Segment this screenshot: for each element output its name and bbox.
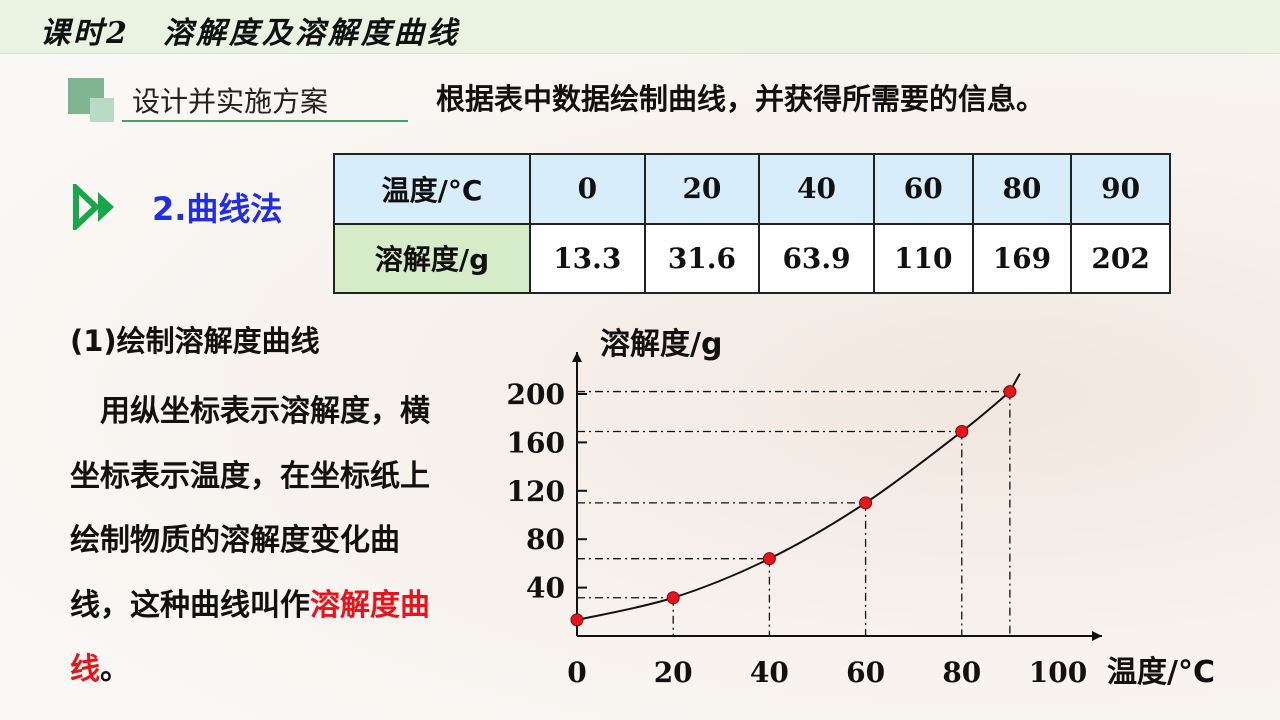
table-cell: 169 <box>971 222 1073 294</box>
section-label: 设计并实施方案 <box>132 85 329 118</box>
table-cell: 90 <box>1070 153 1171 225</box>
data-point <box>955 425 969 439</box>
table-cell: 31.6 <box>643 222 761 294</box>
data-point <box>859 496 873 510</box>
paragraph-end: 。 <box>100 652 130 687</box>
table-cell: 60 <box>872 153 974 225</box>
table-cell: 13.3 <box>529 222 646 294</box>
table-cell: 110 <box>872 222 974 294</box>
x-tick-label: 40 <box>750 656 789 689</box>
data-point <box>1003 385 1017 399</box>
highlight-term: 溶解度曲线 <box>70 587 430 688</box>
section-heading: 设计并实施方案 <box>68 74 448 126</box>
table-header-temperature: 温度/°C <box>333 153 531 225</box>
data-points <box>570 385 1017 627</box>
table-cell: 0 <box>529 153 646 225</box>
y-axis-label: 溶解度/g <box>600 327 722 362</box>
x-tick-label: 20 <box>654 656 693 689</box>
x-axis-label: 温度/°C <box>1107 655 1215 690</box>
solubility-curve <box>576 373 1021 621</box>
y-tick-label: 40 <box>526 572 565 605</box>
x-ticks: 0 20 40 60 80 100 <box>567 656 1087 689</box>
y-ticks: 200 160 120 80 40 <box>507 378 587 605</box>
y-tick-label: 160 <box>507 426 565 459</box>
y-tick-label: 80 <box>526 523 565 556</box>
subheading: (1)绘制溶解度曲线 <box>70 324 320 358</box>
paragraph-text: 用纵坐标表示溶解度，横坐标表示温度，在坐标纸上绘制物质的溶解度变化曲线，这种曲线… <box>70 394 430 623</box>
x-tick-label: 100 <box>1029 656 1087 689</box>
table-row-temperature: 温度/°C 0 20 40 60 80 90 <box>333 153 1171 225</box>
section-underline <box>122 120 408 122</box>
method-label: 2.曲线法 <box>152 190 283 228</box>
data-table: 温度/°C 0 20 40 60 80 90 溶解度/g 13.3 31.6 6… <box>333 153 1171 294</box>
section-square-small-icon <box>90 98 114 122</box>
y-tick-label: 120 <box>507 475 565 508</box>
x-tick-label: 80 <box>942 656 981 689</box>
data-point <box>762 552 776 566</box>
x-tick-label: 0 <box>567 656 586 689</box>
data-point <box>666 591 680 605</box>
solubility-chart: 200 160 120 80 40 0 20 40 60 80 100 溶解度/g 温度/°C <box>507 327 1215 690</box>
x-tick-label: 60 <box>846 656 885 689</box>
data-point <box>570 613 584 627</box>
header-bar: 课时2 溶解度及溶解度曲线 <box>0 0 1280 54</box>
lesson-title: 课时2 溶解度及溶解度曲线 <box>40 16 460 51</box>
section-headline: 根据表中数据绘制曲线，并获得所需要的信息。 <box>436 82 1046 116</box>
description-paragraph: 用纵坐标表示溶解度，横坐标表示温度，在坐标纸上绘制物质的溶解度变化曲线，这种曲线… <box>70 380 458 703</box>
table-row-solubility: 溶解度/g 13.3 31.6 63.9 110 169 202 <box>333 222 1171 294</box>
guide-lines <box>577 390 1011 636</box>
y-tick-label: 200 <box>507 378 565 411</box>
double-arrow-icon <box>73 184 114 230</box>
table-cell: 20 <box>643 153 761 225</box>
table-cell: 202 <box>1070 222 1171 294</box>
table-header-solubility: 溶解度/g <box>333 222 531 294</box>
table-cell: 40 <box>758 153 875 225</box>
table-cell: 63.9 <box>758 222 875 294</box>
table-cell: 80 <box>971 153 1073 225</box>
